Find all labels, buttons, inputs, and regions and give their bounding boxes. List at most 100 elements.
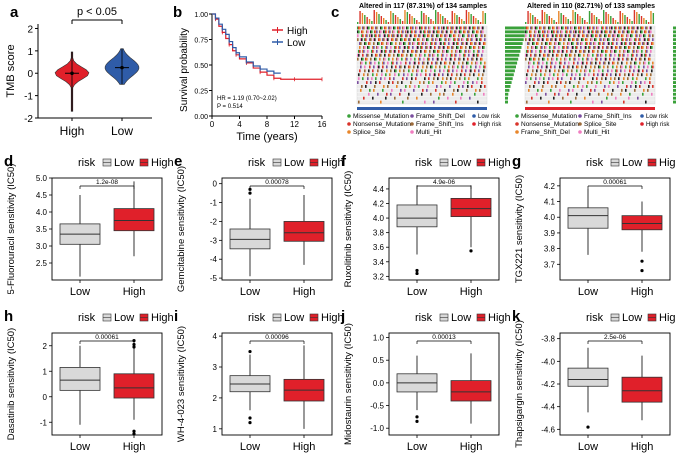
mutation-cell [589, 92, 591, 96]
gene-freq-bar [673, 88, 676, 92]
mutation-cell [645, 30, 647, 34]
mutation-cell [378, 34, 380, 38]
mutation-cell [377, 42, 379, 45]
onco-legend-label: Splice_Site [353, 129, 386, 136]
mutation-cell [437, 57, 439, 61]
mutation-cell [598, 92, 600, 96]
onco-legend-dot [410, 122, 414, 126]
mutation-cell [435, 88, 437, 92]
mutation-cell [380, 77, 382, 81]
mutation-cell [556, 34, 558, 38]
mutation-cell [458, 30, 460, 34]
mutation-cell [393, 53, 395, 57]
mutation-cell [578, 81, 580, 84]
mutation-cell [636, 26, 638, 30]
mutation-cell [420, 49, 422, 53]
mutation-cell [551, 34, 553, 38]
y-tick-label: 4.2 [544, 182, 556, 191]
tmb-bar [392, 13, 394, 24]
y-tick-label: -4.4 [541, 403, 555, 412]
mutation-cell [462, 65, 464, 69]
mutation-cell [423, 81, 425, 84]
mutation-cell [386, 46, 388, 49]
mutation-cell [582, 57, 584, 61]
mutation-cell [553, 46, 555, 49]
panel-label-a: a [10, 4, 19, 21]
mutation-cell [650, 30, 652, 34]
mutation-cell [597, 49, 599, 53]
tmb-bar [588, 11, 591, 24]
mutation-cell [425, 26, 427, 30]
pvalue-label: 0.00061 [603, 179, 627, 186]
mutation-cell [549, 73, 551, 77]
mutation-cell [448, 42, 450, 45]
onco-legend-dot [578, 130, 582, 134]
outlier-point [248, 191, 252, 195]
mutation-cell [402, 26, 404, 30]
tmb-bar [598, 19, 600, 24]
box-high [621, 376, 663, 403]
mutation-cell [459, 53, 461, 57]
mutation-cell [444, 88, 446, 92]
tmb-bar [416, 20, 418, 24]
mutation-cell [584, 46, 586, 49]
mutation-cell [472, 57, 474, 61]
x-tick-label: High [293, 286, 316, 298]
mutation-cell [588, 26, 590, 30]
mutation-cell [577, 34, 579, 38]
mutation-cell [447, 46, 449, 49]
mutation-cell [392, 30, 394, 34]
legend-label-low: Low [622, 157, 642, 169]
mutation-cell [563, 65, 565, 69]
mutation-cell [480, 34, 482, 38]
mutation-cell [535, 49, 537, 53]
mutation-cell [621, 61, 623, 65]
mutation-cell [380, 49, 382, 53]
mutation-cell [533, 42, 535, 45]
mutation-cell [454, 38, 456, 42]
mutation-cell [578, 53, 580, 57]
tmb-bar [404, 10, 406, 24]
mutation-cell [456, 49, 458, 53]
mutation-cell [447, 69, 449, 73]
mutation-cell [649, 81, 651, 84]
mutation-cell [545, 42, 547, 45]
mutation-cell [527, 26, 529, 30]
mutation-cell [565, 81, 567, 84]
mutation-cell [437, 77, 439, 81]
mutation-cell [566, 46, 568, 49]
mutation-cell [365, 57, 367, 61]
mutation-cell [425, 42, 427, 45]
mutation-cell [404, 46, 406, 49]
mutation-cell [411, 77, 413, 81]
mutation-cell [587, 81, 589, 84]
mutation-cell [615, 96, 617, 100]
mutation-cell [390, 49, 392, 53]
mutation-cell [466, 88, 468, 92]
km-curve-low [212, 13, 281, 74]
plot-frame [388, 177, 500, 281]
risk-legend-label: Low risk [478, 114, 501, 120]
mutation-cell [439, 69, 441, 73]
pvalue-label: 4.9e-06 [433, 179, 455, 186]
mutation-cell [410, 30, 412, 34]
mutation-cell [437, 53, 439, 57]
mutation-cell [562, 69, 564, 73]
mutation-cell [402, 30, 404, 34]
mutation-cell [587, 57, 589, 61]
mutation-cell [544, 49, 546, 53]
mutation-cell [638, 65, 640, 69]
mutation-cell [531, 49, 533, 53]
mutation-cell [365, 42, 367, 45]
mutation-cell [465, 49, 467, 53]
mutation-cell [365, 38, 367, 42]
y-tick-label: 0.0 [373, 379, 385, 388]
mutation-cell [624, 69, 626, 73]
mutation-cell [426, 88, 428, 92]
mutation-cell [452, 69, 454, 73]
mutation-cell [473, 49, 475, 53]
mutation-cell [600, 53, 602, 57]
mutation-cell [529, 61, 531, 65]
mutation-cell [471, 85, 473, 88]
mutation-cell [458, 38, 460, 42]
